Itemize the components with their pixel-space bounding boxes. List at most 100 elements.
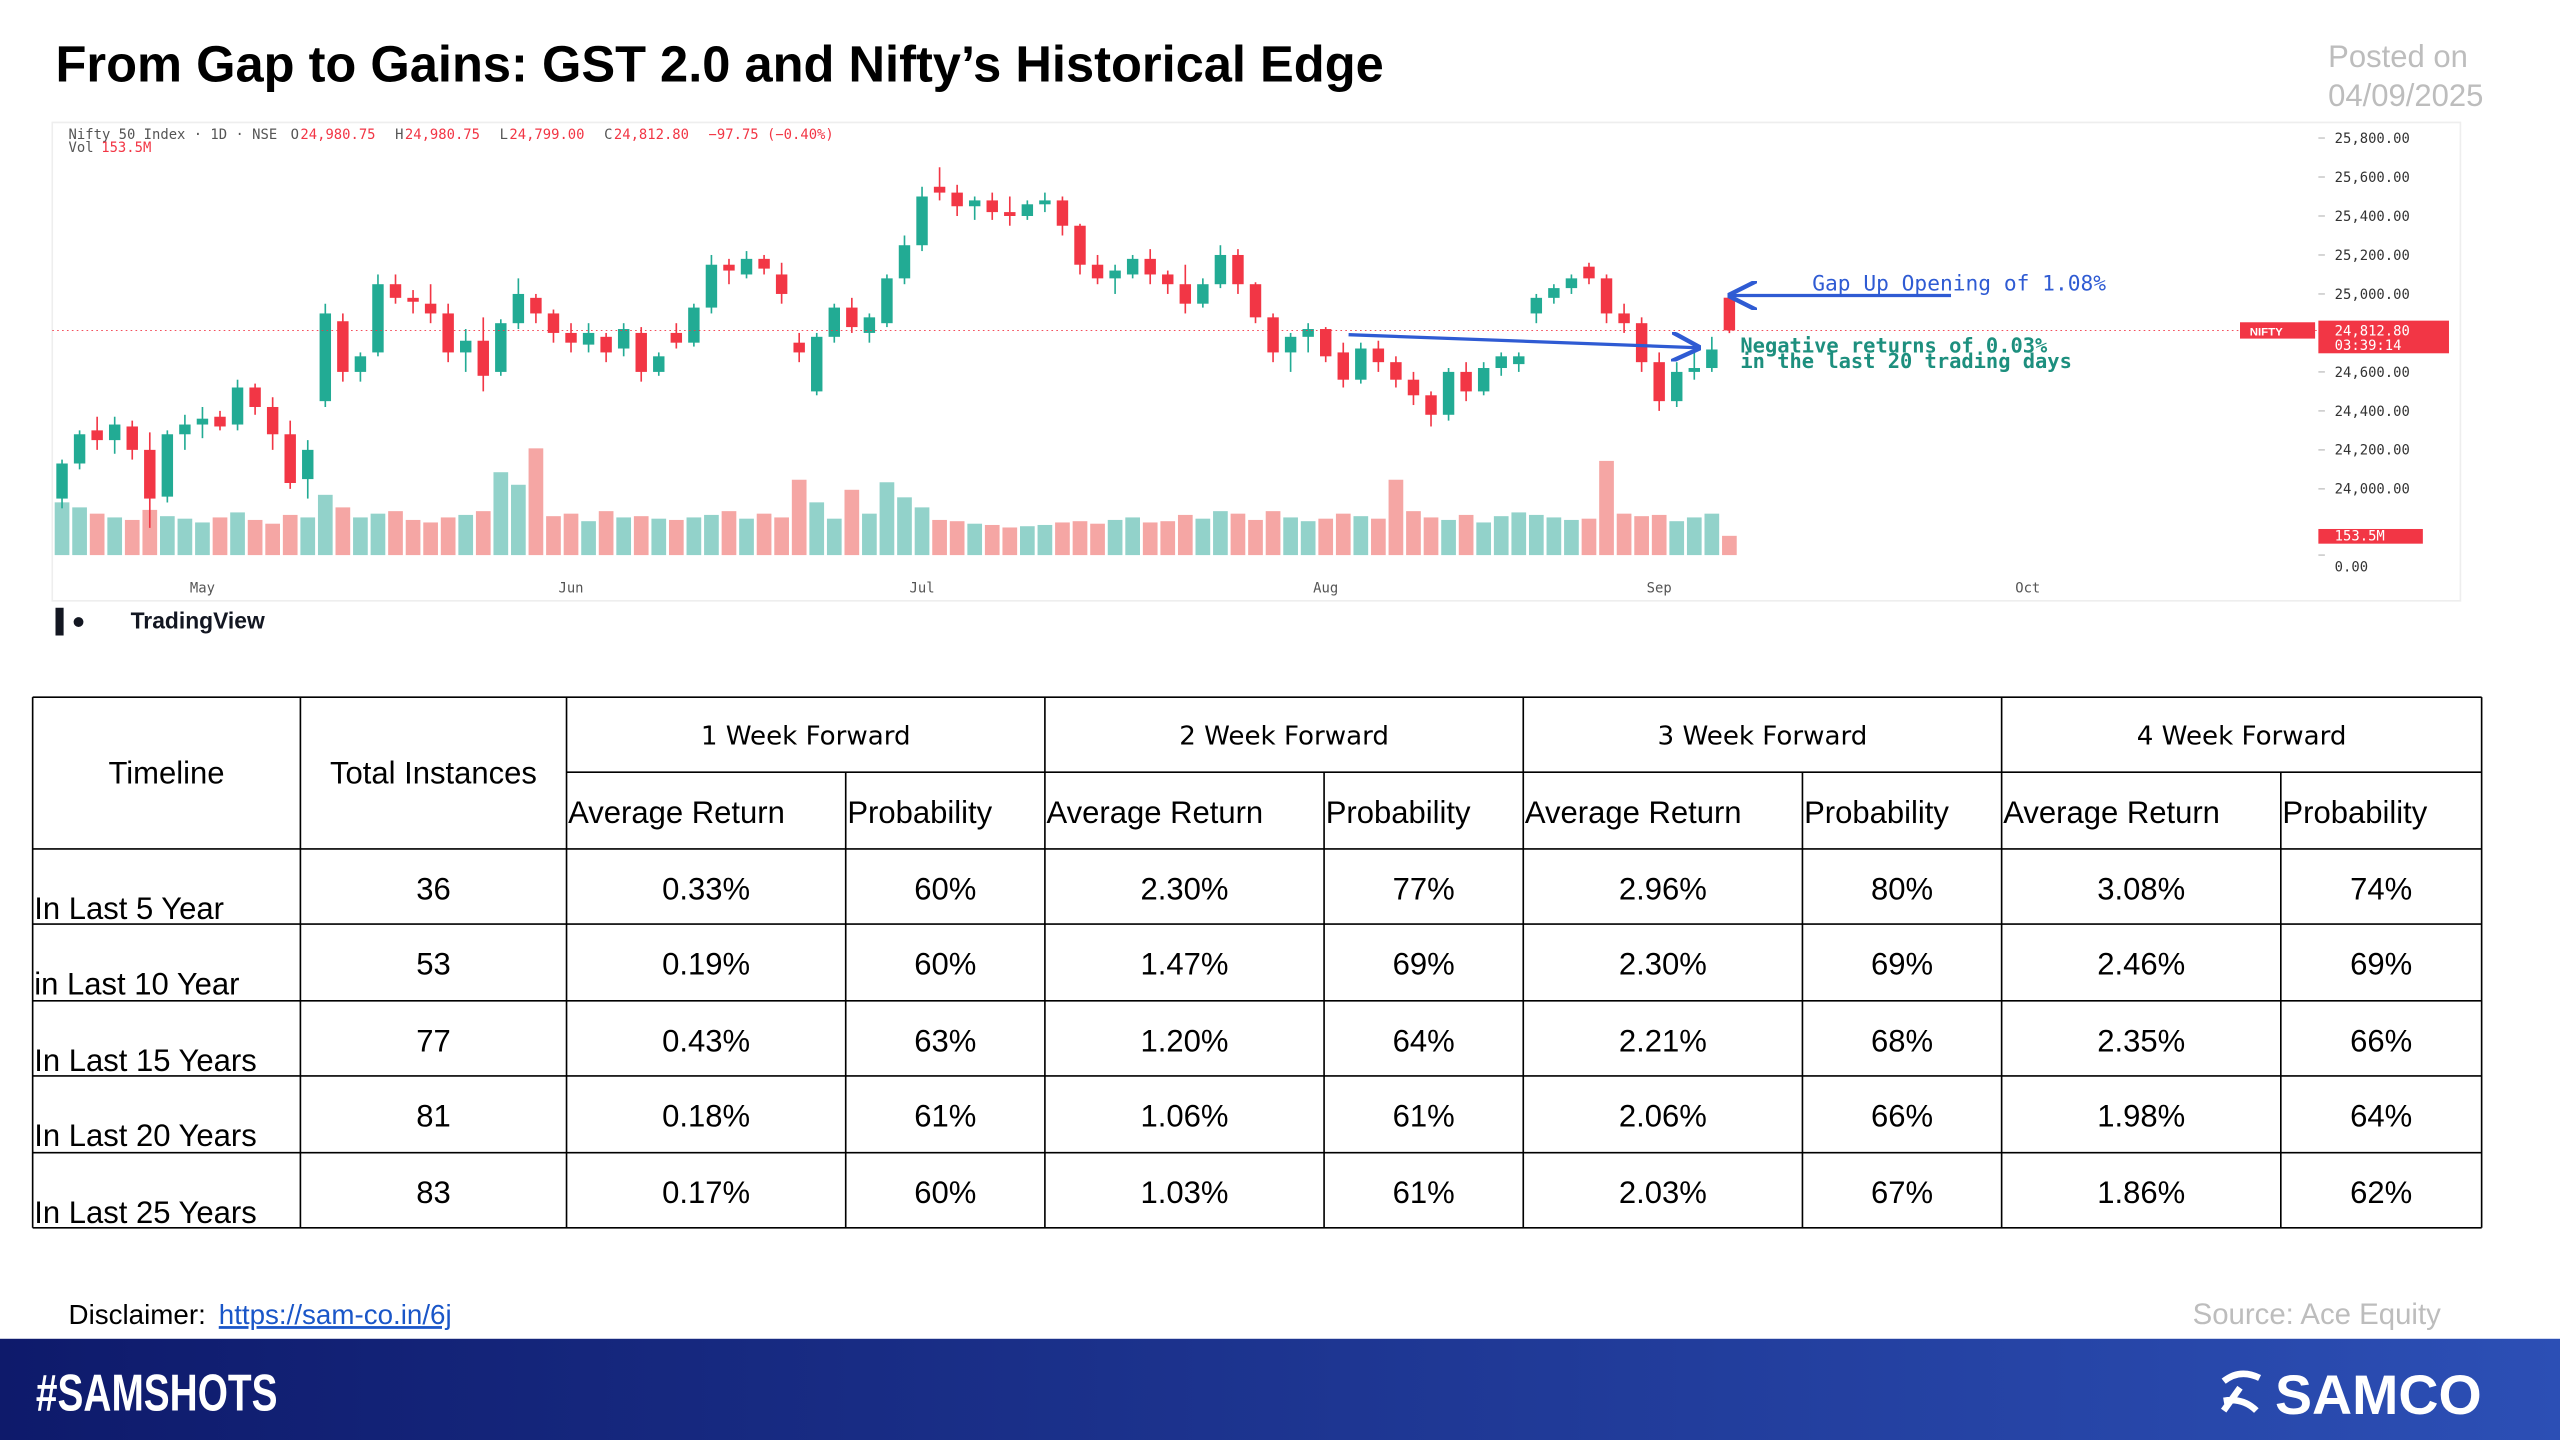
source-logo: TradingView	[131, 608, 265, 634]
candle-body	[302, 449, 314, 480]
x-tick-label: Aug	[1313, 581, 1338, 597]
cell: 64%	[1393, 1023, 1455, 1058]
cell: 62%	[2350, 1175, 2412, 1210]
candle-body	[653, 356, 665, 372]
cell: 1.47%	[1141, 947, 1229, 982]
cell: 66%	[2350, 1023, 2412, 1058]
price-tag-price: 24,812.80	[2335, 323, 2410, 339]
volume-bar	[1090, 523, 1105, 556]
volume-bar	[756, 513, 772, 556]
volume-bar	[1072, 521, 1088, 556]
legend-text: Nifty 50 Index · 1D · NSE	[69, 127, 278, 143]
candle-body	[108, 424, 121, 441]
volume-tick-label: 0.00	[2335, 559, 2368, 575]
volume-bar	[1634, 516, 1649, 556]
volume-bar	[1423, 517, 1439, 556]
candle-body	[91, 430, 103, 441]
volume-bar	[493, 472, 509, 556]
cell: 2.21%	[1619, 1023, 1707, 1058]
volume-bar	[511, 484, 526, 556]
candle-body	[1442, 371, 1455, 415]
candle-body	[986, 200, 998, 213]
volume-bar	[72, 507, 87, 556]
candle-body	[723, 264, 735, 271]
volume-bar	[949, 521, 965, 556]
disclaimer-link[interactable]: https://sam-co.in/6j	[219, 1299, 452, 1330]
volume-bar	[89, 513, 105, 556]
cell: 2.03%	[1619, 1175, 1707, 1210]
price-tag-bg	[2318, 320, 2449, 354]
candle-body	[705, 264, 718, 308]
cell: 2.96%	[1619, 872, 1707, 907]
candle-body	[547, 313, 560, 333]
volume-bar	[1546, 517, 1562, 556]
y-tick-label: 25,600.00	[2335, 170, 2410, 186]
cell: 1.98%	[2097, 1099, 2185, 1134]
candle-body	[933, 186, 946, 193]
x-tick-label: May	[190, 581, 215, 597]
cell: 80%	[1871, 872, 1933, 907]
candle-body	[1355, 348, 1367, 380]
cell: 0.33%	[662, 872, 750, 907]
candle-body	[670, 332, 683, 343]
cell: 0.18%	[662, 1099, 750, 1134]
candle-body	[161, 434, 174, 497]
candle-body	[126, 426, 138, 450]
posted-date: 04/09/2025	[2328, 78, 2483, 113]
volume-bar	[1493, 516, 1509, 556]
candle-body	[214, 416, 226, 427]
y-tick-label: 25,200.00	[2335, 248, 2410, 264]
volume-bar	[1213, 511, 1228, 556]
candle-body	[1162, 274, 1174, 285]
volume-bar	[1335, 513, 1351, 556]
volume-bar	[1511, 512, 1527, 556]
candle-body	[1495, 356, 1507, 369]
candle-body	[740, 258, 753, 275]
volume-bar	[1406, 511, 1421, 556]
cell: 53	[416, 947, 451, 982]
cell: 1.86%	[2097, 1175, 2185, 1210]
volume-bar	[1599, 460, 1614, 556]
cell: 0.17%	[662, 1175, 750, 1210]
candle-body	[530, 297, 542, 314]
candle-body	[1004, 212, 1016, 216]
volume-bar	[879, 482, 895, 556]
cell: 61%	[914, 1099, 976, 1134]
volume-bar	[458, 514, 474, 556]
legend-text: 24,812.80	[614, 127, 689, 143]
volume-bar	[862, 513, 877, 556]
candle-body	[1320, 329, 1332, 357]
candle-body	[266, 406, 279, 435]
candle-body	[1671, 371, 1683, 402]
cell: 63%	[914, 1023, 976, 1058]
candle-body	[811, 336, 823, 392]
y-tick-label: 25,000.00	[2335, 287, 2410, 303]
candlestick-chart: Nifty 50 Index · 1D · NSE O 24,980.75 H 24,9…	[51, 121, 2462, 636]
candle-body	[1074, 225, 1086, 265]
volume-bar	[897, 497, 912, 556]
candle-body	[1056, 200, 1069, 226]
candle-body	[898, 245, 911, 279]
cell: 2.46%	[2097, 947, 2185, 982]
posted-label: Posted on	[2328, 39, 2468, 74]
candle-body	[775, 274, 788, 294]
candle-body	[1548, 288, 1560, 298]
volume-bar	[1230, 513, 1246, 556]
row-label: in Last 10 Year	[34, 966, 239, 1001]
header-cell: Total Instances	[330, 756, 537, 791]
volume-bar	[160, 516, 175, 556]
volume-bar	[721, 511, 737, 556]
candle-body	[1039, 200, 1051, 205]
volume-bar	[1458, 514, 1474, 556]
row-label: In Last 15 Years	[34, 1043, 256, 1078]
candle-body	[1618, 313, 1630, 324]
volume-bar	[914, 507, 930, 556]
volume-bar	[1476, 522, 1492, 556]
y-tick-label: 25,400.00	[2335, 209, 2410, 225]
legend-text: 24,980.75	[300, 127, 375, 143]
row-label: In Last 20 Years	[34, 1118, 256, 1153]
candle-body	[144, 449, 156, 499]
volume-bar	[809, 502, 825, 556]
y-tick-label: 24,600.00	[2335, 365, 2410, 381]
